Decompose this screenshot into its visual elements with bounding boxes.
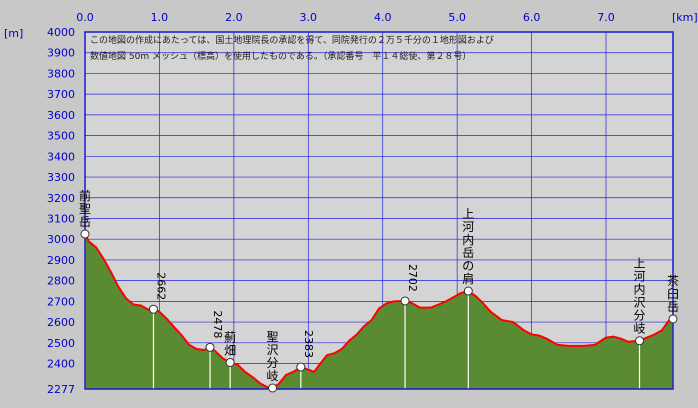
waypoint-label: 前聖岳 <box>79 188 91 229</box>
y-tick-label: 3400 <box>47 150 75 163</box>
waypoint-marker <box>635 336 645 346</box>
copyright-notice: この地図の作成にあたっては、国土地理院長の承認を得て、同院発行の２万５千分の１地… <box>90 34 494 62</box>
waypoint-marker <box>463 286 473 296</box>
waypoint-label: 2478 <box>211 310 224 338</box>
waypoint-label-char: 岐 <box>633 322 645 336</box>
waypoint-marker <box>268 383 278 393</box>
waypoint-label-char: 聖 <box>79 202 91 216</box>
waypoint-label-char: 河 <box>462 220 474 234</box>
waypoint-label-char: 岳 <box>79 215 91 229</box>
y-tick-label: 4000 <box>47 26 75 39</box>
y-tick-labels: 2277 2400 2500 2600 2700 2800 2900 3000 3100 3200… <box>47 26 75 396</box>
waypoint-marker <box>80 229 90 239</box>
waypoint-label-char: 上 <box>633 257 645 271</box>
waypoint-label: 2383 <box>302 330 315 358</box>
y-tick-label: 3900 <box>47 47 75 60</box>
waypoint-label-char: 内 <box>633 283 645 297</box>
x-tick-label: 5.0 <box>448 11 466 24</box>
waypoint-label-char: 岳 <box>667 300 679 314</box>
x-tick-label: 1.0 <box>151 11 169 24</box>
waypoint-label-char: 河 <box>633 270 645 284</box>
x-tick-label: 0.0 <box>76 11 94 24</box>
waypoint-marker <box>668 314 678 324</box>
waypoint-label-char: 上 <box>462 207 474 221</box>
y-tick-label: 2700 <box>47 295 75 308</box>
plot-frame <box>84 31 674 390</box>
elevation-line <box>84 233 674 390</box>
waypoint-label-char: 聖 <box>267 330 279 344</box>
x-tick-label: 6.0 <box>523 11 541 24</box>
waypoint-label-char: 肩 <box>462 271 474 286</box>
notice-line-2: 数値地図 50m メッシュ（標高）を使用したものである。（承認番号 平１４総使、… <box>90 50 471 62</box>
x-tick-label: 3.0 <box>300 11 318 24</box>
waypoint-marker <box>296 362 306 372</box>
waypoint-label: 2662 <box>154 272 167 300</box>
waypoint-label: 茶臼岳 <box>667 273 679 314</box>
waypoint-marker <box>225 357 235 367</box>
waypoint-label-char: 薊 <box>224 330 236 344</box>
waypoint-label-char: の <box>462 259 474 273</box>
y-tick-label: 3300 <box>47 171 75 184</box>
waypoint-label-char: 茶 <box>667 273 679 288</box>
waypoint-label-char: 岳 <box>462 246 474 260</box>
y-unit-label: [m] <box>4 27 23 40</box>
y-tick-label: 3000 <box>47 233 75 246</box>
y-tick-label: 3500 <box>47 130 75 143</box>
y-tick-label: 2500 <box>47 337 75 350</box>
waypoint-marker <box>400 296 410 306</box>
y-tick-label: 2900 <box>47 254 75 267</box>
y-tick-label: 3100 <box>47 212 75 225</box>
y-tick-label: 3800 <box>47 67 75 80</box>
x-tick-label: 4.0 <box>374 11 392 24</box>
y-tick-label: 2600 <box>47 316 75 329</box>
waypoint-marker <box>205 342 215 352</box>
waypoint-label-char: 沢 <box>267 343 279 357</box>
waypoint-label-char: 沢 <box>633 296 645 310</box>
y-tick-label: 2277 <box>47 383 75 396</box>
x-tick-labels: 0.0 1.0 2.0 3.0 4.0 5.0 6.0 7.0 <box>76 11 615 24</box>
waypoint-label-char: 分 <box>267 356 279 370</box>
y-tick-label: 3600 <box>47 109 75 122</box>
elevation-area <box>85 234 673 389</box>
waypoint-label: 薊畑 <box>224 330 236 357</box>
waypoint-markers <box>80 229 678 393</box>
waypoint-marker <box>148 304 158 314</box>
waypoint-label-char: 前 <box>79 188 91 203</box>
y-tick-label: 3200 <box>47 192 75 205</box>
x-tick-label: 7.0 <box>597 11 615 24</box>
waypoint-label-char: 臼 <box>667 286 679 301</box>
x-tick-label: 2.0 <box>225 11 243 24</box>
x-unit-label: [km] <box>672 11 698 24</box>
y-tick-label: 2800 <box>47 275 75 288</box>
y-tick-label: 3700 <box>47 88 75 101</box>
waypoint-label-char: 内 <box>462 233 474 247</box>
notice-line-1: この地図の作成にあたっては、国土地理院長の承認を得て、同院発行の２万５千分の１地… <box>90 34 494 46</box>
waypoint-label: 2702 <box>406 264 419 292</box>
waypoint-label-char: 岐 <box>267 369 279 383</box>
waypoint-label-char: 畑 <box>224 343 236 357</box>
y-tick-label: 2400 <box>47 358 75 371</box>
waypoint-label-char: 分 <box>633 309 645 323</box>
